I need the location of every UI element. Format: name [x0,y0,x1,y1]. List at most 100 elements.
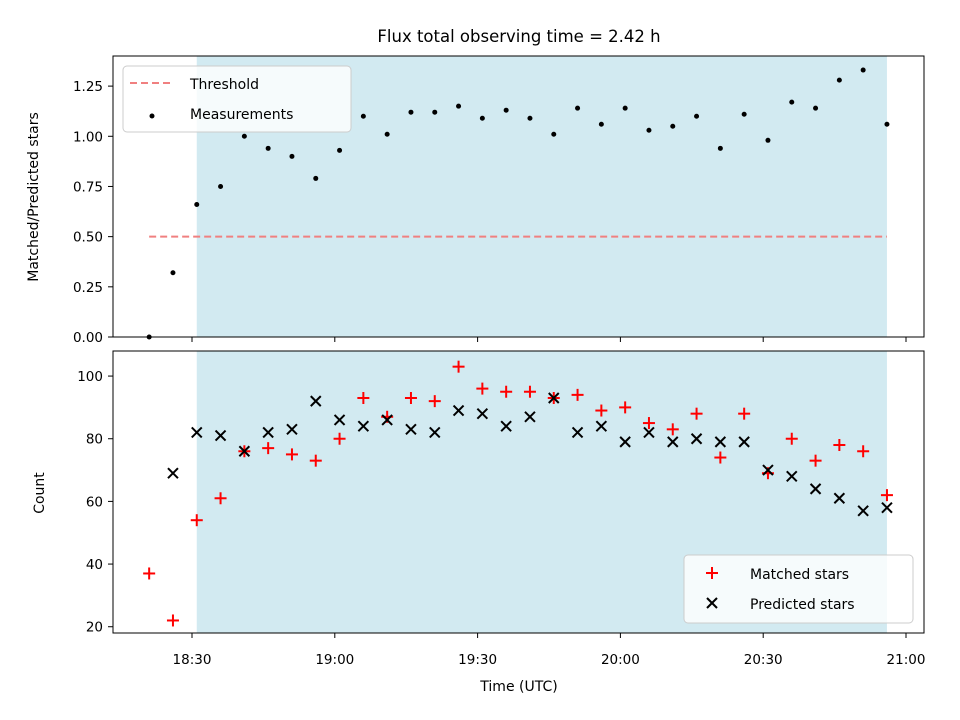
predicted-star-point [738,436,750,448]
measurement-point [694,113,700,119]
measurement-point [813,105,819,111]
predicted-star-point [381,414,393,426]
matched-star-point [880,489,893,502]
predicted-star-point [571,426,584,439]
bottom-y-tick-label: 40 [86,557,103,573]
predicted-star-point [881,501,893,514]
measurement-point [456,103,462,109]
matched-star-point [262,442,275,455]
matched-star-point [333,432,346,445]
measurement-point [622,105,628,111]
measurement-point [836,77,842,83]
matched-star-point [666,423,679,436]
matched-star-point [738,407,751,420]
top-y-tick-label: 0.75 [73,179,103,195]
measurement-point [241,133,247,139]
predicted-star-point [643,426,655,439]
predicted-star-point [595,420,608,432]
x-axis-label: Time (UTC) [479,679,557,695]
top-y-tick-label: 1.00 [73,129,103,145]
bottom-plot-frame [112,350,925,634]
top-y-tick-label: 0.00 [73,330,103,346]
predicted-star-point [286,423,298,436]
measurement-point [170,270,176,276]
measurement-point [194,202,200,208]
measurement-point [265,145,271,151]
measurement-point [289,153,295,159]
measurement-point [432,109,438,115]
matched-star-point [166,614,179,627]
legend-matched-label: Matched stars [750,567,849,583]
legend-predicted-label: Predicted stars [750,597,855,613]
measurement-point [575,105,581,111]
matched-star-point [476,382,489,395]
measurement-point [551,131,557,137]
measurement-point [384,131,390,137]
x-tick-label: 19:00 [315,652,354,668]
x-tick-label: 19:30 [458,652,497,668]
matched-star-point [500,385,513,398]
top-y-tick-label: 1.25 [73,79,103,95]
matched-star-point [619,401,632,414]
measurement-point [884,121,890,127]
bottom-y-tick-label: 60 [86,494,103,510]
measurement-point [860,67,866,73]
predicted-star-point [667,436,679,448]
measurement-point [479,115,485,121]
predicted-star-point [167,467,179,479]
bottom-y-tick-label: 20 [86,620,103,636]
legend-predicted-swatch [706,597,718,609]
predicted-star-point [333,414,346,426]
x-tick-label: 20:00 [601,652,640,668]
matched-star-point [809,454,822,467]
matched-star-point [309,454,322,467]
predicted-star-point [429,426,441,439]
predicted-star-point [238,445,251,457]
predicted-star-point [191,426,203,439]
predicted-star-point [452,404,465,417]
x-tick-label: 21:00 [887,652,926,668]
bottom-y-tick-label: 100 [77,369,103,385]
predicted-star-point [405,423,417,436]
predicted-star-point [262,426,274,439]
predicted-star-point [786,470,798,483]
predicted-star-point [619,436,631,448]
predicted-star-point [690,433,703,445]
matched-star-point [190,514,203,527]
bottom-y-tick-label: 80 [86,432,103,448]
measurement-point [789,99,795,105]
measurement-point [670,123,676,129]
bottom-panel: 20 40 60 80 100 18:30 19:00 19:30 20:00 20:30 21:0… [32,350,926,695]
chart-title: Flux total observing time = 2.42 h [377,27,660,46]
matched-star-point [404,392,417,404]
measurement-point [598,121,604,127]
measurement-point [717,145,723,151]
predicted-star-point [809,483,822,495]
predicted-star-point [476,407,489,420]
measurement-point [503,107,509,113]
matched-star-point [595,404,608,417]
measurement-point [360,113,366,119]
top-panel: 0.00 0.25 0.50 0.75 1.00 1.25 Matched/Predict… [26,55,925,346]
top-y-axis-label: Matched/Predicted stars [26,112,42,282]
legend-matched-swatch [706,567,718,579]
predicted-star-point [310,395,322,407]
matched-star-point [642,417,655,430]
x-tick-label: 20:30 [744,652,783,668]
measurement-point [527,115,533,121]
matched-star-point [833,439,846,451]
top-y-tick-label: 0.50 [73,230,103,246]
measurement-point [313,175,319,181]
legend-measurements-label: Measurements [190,107,293,123]
matched-star-point [690,407,703,420]
predicted-star-point [357,420,370,432]
bottom-legend-box [683,554,914,624]
matched-star-point [285,448,298,461]
measurement-point [218,183,224,189]
matched-star-point [785,432,798,445]
predicted-star-point [214,429,227,442]
legend-measurement-swatch [149,113,155,119]
bottom-y-axis-label: Count [32,472,48,514]
matched-star-point [571,388,584,401]
